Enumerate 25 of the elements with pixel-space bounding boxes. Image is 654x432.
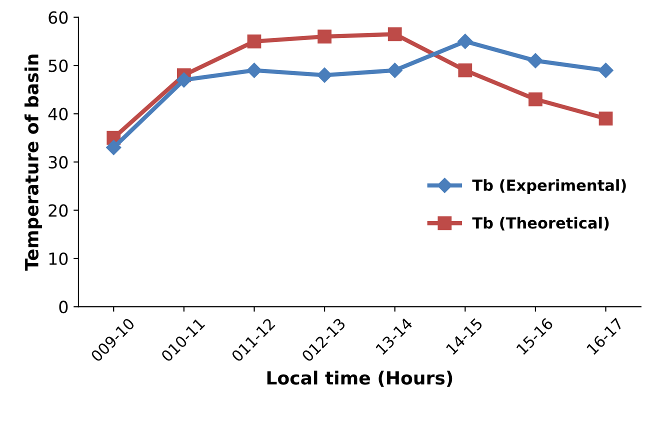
point xyxy=(528,53,544,68)
legend-label: Tb (Experimental) xyxy=(472,179,626,194)
y-tick-label: 20 xyxy=(48,204,68,217)
point xyxy=(318,30,332,44)
y-tick-label: 60 xyxy=(48,11,68,24)
y-tick-label: 40 xyxy=(48,108,68,120)
point xyxy=(176,72,192,88)
point xyxy=(388,27,402,42)
x-axis-title: Local time (Hours) xyxy=(267,370,452,387)
y-tick-label: 10 xyxy=(49,252,68,266)
point xyxy=(316,68,332,83)
y-axis-title: Temperature of basin xyxy=(24,54,42,271)
point xyxy=(106,140,122,156)
point xyxy=(528,92,542,106)
point xyxy=(458,34,473,49)
point xyxy=(458,63,472,78)
legend-label: Tb (Theoretical) xyxy=(472,216,609,230)
y-tick-label: 50 xyxy=(48,59,68,72)
point xyxy=(246,62,262,78)
y-tick-label: 30 xyxy=(48,156,68,169)
point xyxy=(598,62,614,78)
point xyxy=(247,34,262,48)
point xyxy=(598,112,613,126)
y-tick-label: 0 xyxy=(59,300,68,314)
point xyxy=(387,62,402,78)
